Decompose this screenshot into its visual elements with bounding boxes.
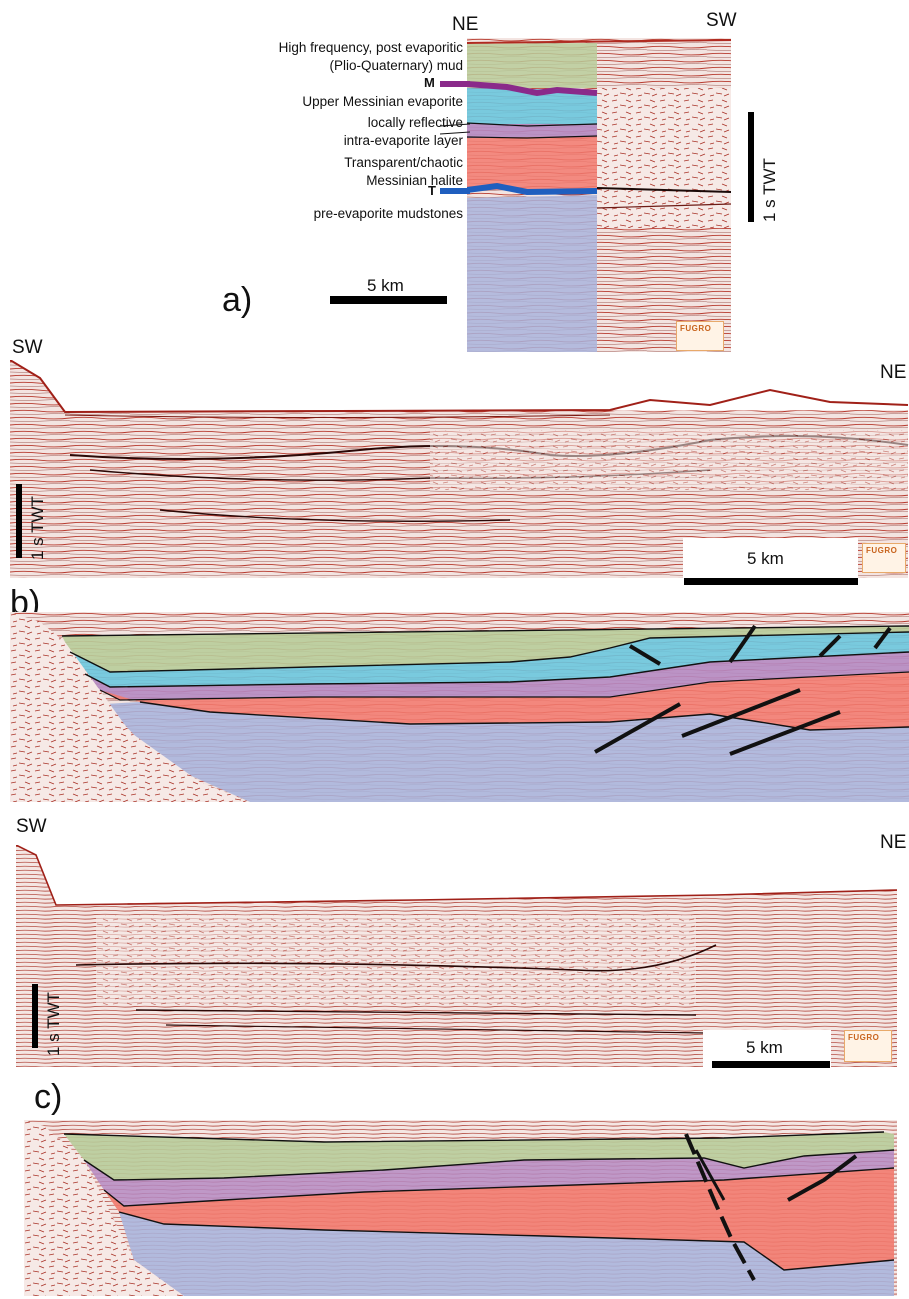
horizon-m-tag: M	[424, 75, 435, 90]
panel-a-interpretation	[467, 43, 598, 352]
panel-c-intra-layer	[84, 1150, 894, 1206]
panel-a-seismic-section	[467, 38, 731, 352]
horizon-t	[467, 182, 598, 196]
panel-b-twt-label: 1 s TWT	[28, 496, 47, 560]
horizon-t-leader	[440, 188, 470, 194]
panel-b-scale-label: 5 km	[747, 549, 784, 568]
upper-evaporite-unit	[467, 88, 597, 124]
panel-b-fugro-logo-text: FUGRO	[866, 546, 898, 555]
panel-b-halite-unit	[100, 672, 909, 730]
legend-mud-line2: (Plio-Quaternary) mud	[329, 58, 463, 73]
panel-c-halite-unit	[104, 1168, 894, 1270]
panel-c-fugro-logo-text: FUGRO	[848, 1033, 880, 1042]
reflective-layer-leaders	[440, 123, 470, 135]
panel-b-direction-sw: SW	[12, 337, 43, 358]
intra-evaporite-layer	[467, 124, 597, 138]
panel-b-fugro-logo: FUGRO	[862, 543, 906, 573]
halite-unit	[467, 136, 597, 190]
panel-c-direction-sw: SW	[16, 816, 47, 837]
panel-a-letter: a)	[222, 281, 253, 319]
legend-mud-line1: High frequency, post evaporitic	[278, 40, 463, 55]
pre-evaporite-unit	[467, 195, 597, 352]
mud-unit	[467, 43, 597, 88]
panel-b-scale-bar	[684, 578, 858, 585]
legend-pre-evaporite: pre-evaporite mudstones	[313, 206, 463, 221]
panel-c-scale-label: 5 km	[746, 1038, 783, 1057]
panel-c-raw-seismic	[16, 845, 897, 1067]
panel-c-mud-unit	[64, 1132, 894, 1180]
panel-c-twt-bar	[32, 984, 38, 1048]
horizon-t-tag: T	[428, 183, 436, 198]
fugro-logo: FUGRO	[676, 321, 724, 351]
horizon-m-leader	[440, 81, 470, 87]
legend-upper-evaporite: Upper Messinian evaporite	[302, 94, 463, 109]
panel-c-margin-unit	[24, 1120, 184, 1296]
legend-halite-line2: Messinian halite	[366, 173, 463, 188]
fugro-logo-text: FUGRO	[680, 324, 712, 333]
panel-c-letter: c)	[34, 1078, 63, 1116]
panel-a-scale-label: 5 km	[367, 276, 404, 295]
legend-reflective-line1: locally reflective	[367, 115, 463, 130]
panel-b-upper-evaporite	[70, 632, 909, 687]
panel-c-fugro-logo: FUGRO	[844, 1030, 892, 1062]
panel-c-direction-ne: NE	[880, 832, 907, 853]
direction-label-ne: NE	[452, 14, 479, 35]
panel-b-margin-unit	[10, 612, 250, 802]
panel-b-mud-unit	[62, 626, 909, 672]
panel-c-pre-evaporite	[119, 1212, 894, 1296]
direction-label-sw: SW	[706, 10, 737, 31]
panel-b-interpreted-section	[10, 612, 909, 802]
legend-halite-line1: Transparent/chaotic	[344, 155, 463, 170]
panel-a-scale-bar	[330, 296, 447, 304]
horizon-m	[467, 81, 598, 97]
panel-b-direction-ne: NE	[880, 362, 907, 383]
panel-a-twt-label: 1 s TWT	[760, 158, 779, 222]
legend-reflective-line2: intra-evaporite layer	[343, 133, 463, 148]
panel-b-twt-bar	[16, 484, 22, 558]
panel-b-faults	[594, 624, 892, 756]
panel-a-twt-bar	[748, 112, 754, 222]
panel-c-interpreted-section	[24, 1120, 897, 1296]
panel-b-raw-seismic	[10, 360, 909, 578]
panel-c-faults	[684, 1133, 858, 1281]
panel-b-intra-layer	[85, 652, 909, 700]
panel-c-twt-label: 1 s TWT	[44, 992, 63, 1056]
panel-c-scale-bar	[712, 1061, 830, 1068]
